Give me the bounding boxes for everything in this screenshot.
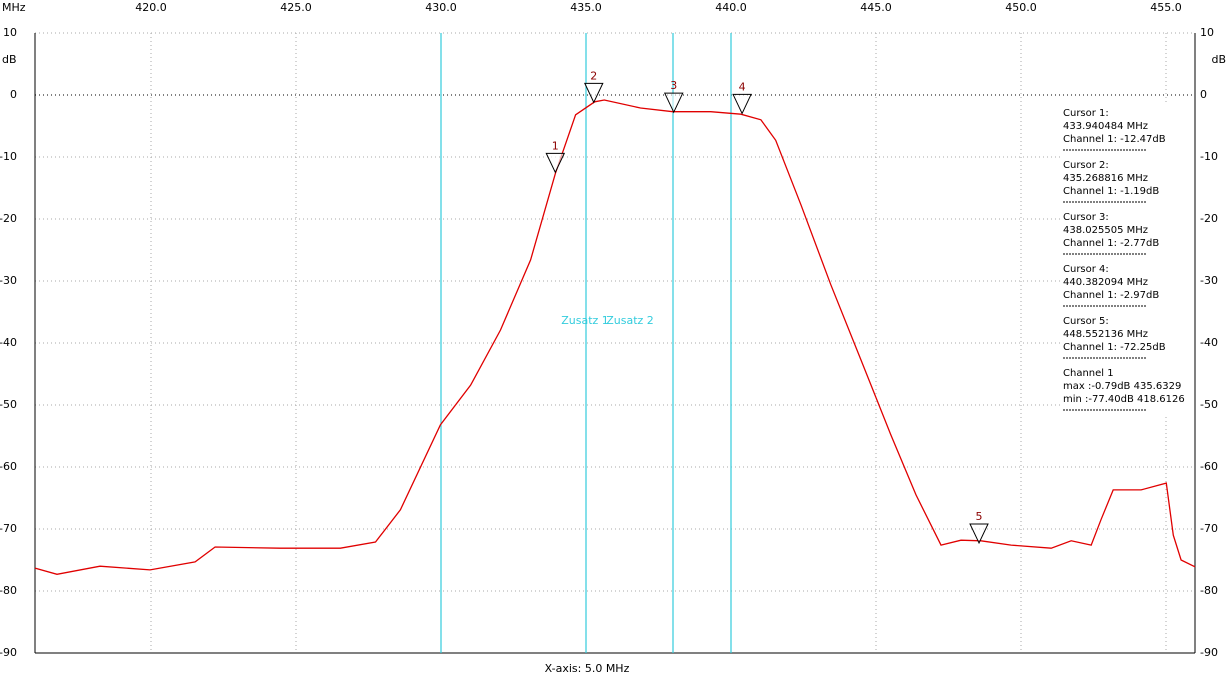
y2-tick-label: -10 <box>1200 150 1218 163</box>
cursor-marker <box>663 92 684 114</box>
y-tick-label: 10 <box>3 26 17 39</box>
y-tick-label: -10 <box>0 150 17 163</box>
cursor-info: Cursor 1: <box>1063 108 1109 119</box>
y-tick-label: -60 <box>0 460 17 473</box>
cursor-label: 1 <box>552 139 559 152</box>
cursor-info: 438.025505 MHz <box>1063 225 1148 236</box>
y-tick-label: 0 <box>10 88 17 101</box>
cursor-info: 440.382094 MHz <box>1063 277 1148 288</box>
cursor-label: 5 <box>976 510 983 523</box>
info-panel <box>1062 105 1194 417</box>
y-tick-label: -30 <box>0 274 17 287</box>
cursor-info: Cursor 5: <box>1063 316 1109 327</box>
cursor-label: 2 <box>590 69 597 82</box>
cursor-marker <box>732 93 752 115</box>
cursor-marker <box>545 152 566 174</box>
y2-tick-label: -70 <box>1200 522 1218 535</box>
y2-tick-label: -40 <box>1200 336 1218 349</box>
y-tick-label: -40 <box>0 336 17 349</box>
cursor-info: Channel 1: -72.25dB <box>1063 342 1166 353</box>
annotation: Zusatz 1 <box>561 314 609 327</box>
y2-tick-label: -60 <box>1200 460 1218 473</box>
cursor-label: 4 <box>739 80 746 93</box>
cursor-info: Cursor 3: <box>1063 212 1109 223</box>
cursor-info: Channel 1: -1.19dB <box>1063 186 1159 197</box>
cursor-marker <box>969 523 989 545</box>
y2-tick-label: -30 <box>1200 274 1218 287</box>
y2-tick-label: 10 <box>1200 26 1214 39</box>
x-tick-label: 425.0 <box>280 1 312 14</box>
cursor-info: Channel 1: -2.77dB <box>1063 238 1159 249</box>
x-unit-label: MHz <box>2 1 26 14</box>
y-tick-label: -50 <box>0 398 17 411</box>
cursor-info: 435.268816 MHz <box>1063 173 1148 184</box>
y2-tick-label: 0 <box>1200 88 1207 101</box>
x-tick-label: 455.0 <box>1150 1 1182 14</box>
y2-tick-label: -20 <box>1200 212 1218 225</box>
trace <box>34 99 1196 575</box>
cursor-info: Cursor 2: <box>1063 160 1109 171</box>
x-axis-label: X-axis: 5.0 MHz <box>545 662 630 675</box>
cursor-info: Channel 1: -12.47dB <box>1063 134 1166 145</box>
y-tick-label: -70 <box>0 522 17 535</box>
y-axis-label: dB <box>2 53 17 66</box>
channel-info: min :-77.40dB 418.6126 <box>1063 394 1185 405</box>
x-tick-label: 450.0 <box>1005 1 1037 14</box>
x-tick-label: 440.0 <box>715 1 747 14</box>
y2-tick-label: -80 <box>1200 584 1218 597</box>
channel-info-title: Channel 1 <box>1063 368 1114 379</box>
cursor-label: 3 <box>670 79 677 92</box>
cursor-info: Cursor 4: <box>1063 264 1109 275</box>
y2-tick-label: -90 <box>1200 646 1218 659</box>
y-tick-label: -20 <box>0 212 17 225</box>
y2-axis-label: dB <box>1211 53 1226 66</box>
channel-info: max :-0.79dB 435.6329 <box>1063 381 1181 392</box>
cursor-info: 448.552136 MHz <box>1063 329 1148 340</box>
x-tick-label: 420.0 <box>135 1 167 14</box>
y2-tick-label: -50 <box>1200 398 1218 411</box>
annotation: Zusatz 2 <box>606 314 654 327</box>
cursor-marker <box>584 82 604 104</box>
cursor-info: 433.940484 MHz <box>1063 121 1148 132</box>
x-tick-label: 430.0 <box>425 1 457 14</box>
x-tick-label: 435.0 <box>570 1 602 14</box>
cursor-info: Channel 1: -2.97dB <box>1063 290 1159 301</box>
y-tick-label: -90 <box>0 646 17 659</box>
x-tick-label: 445.0 <box>860 1 892 14</box>
y-tick-label: -80 <box>0 584 17 597</box>
